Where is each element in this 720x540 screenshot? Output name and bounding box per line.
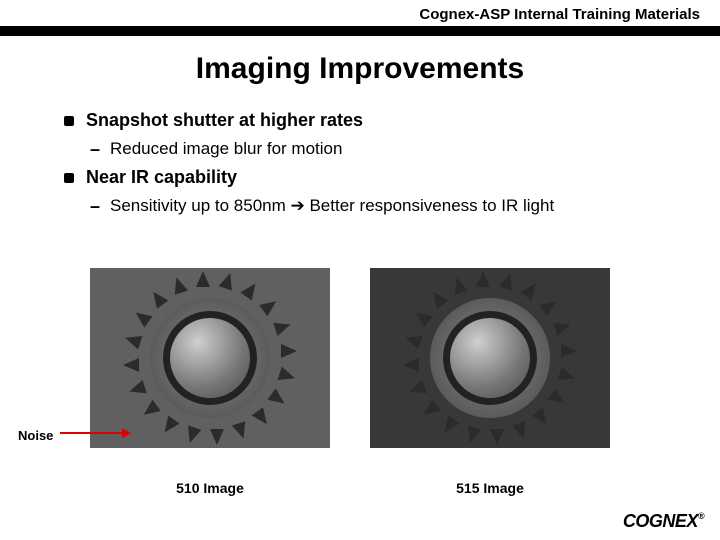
noise-arrow-icon (60, 432, 130, 434)
header-text: Cognex-ASP Internal Training Materials (419, 6, 700, 23)
bullet-item: Snapshot shutter at higher rates Reduced… (60, 110, 680, 159)
gear-graphic (135, 283, 285, 433)
noise-label: Noise (18, 428, 53, 443)
caption-right: 515 Image (370, 480, 610, 496)
bullet-content: Snapshot shutter at higher rates Reduced… (60, 110, 680, 224)
bullet-item: Near IR capability Sensitivity up to 850… (60, 167, 680, 216)
header-bar (0, 26, 720, 36)
image-row (90, 268, 650, 468)
image-515 (370, 268, 610, 448)
arrow-icon: ➔ (290, 196, 304, 215)
sub-bullet-text-prefix: Sensitivity up to 850nm (110, 196, 290, 215)
sub-bullet-item: Reduced image blur for motion (86, 139, 680, 159)
slide-title: Imaging Improvements (0, 52, 720, 86)
bullet-text: Snapshot shutter at higher rates (86, 110, 363, 130)
image-510 (90, 268, 330, 448)
sub-bullet-text-suffix: Better responsiveness to IR light (305, 196, 554, 215)
cognex-logo: COGNEX® (623, 511, 704, 532)
sub-bullet-text: Reduced image blur for motion (110, 139, 342, 158)
gear-graphic (415, 283, 565, 433)
caption-left: 510 Image (90, 480, 330, 496)
sub-bullet-item: Sensitivity up to 850nm ➔ Better respons… (86, 196, 680, 216)
bullet-text: Near IR capability (86, 167, 237, 187)
